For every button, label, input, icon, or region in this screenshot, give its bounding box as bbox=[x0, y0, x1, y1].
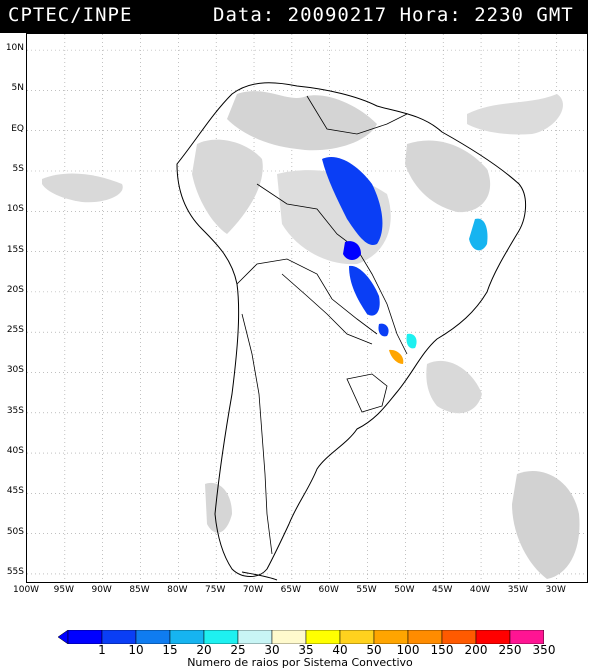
datetime-label: Data: 20090217 Hora: 2230 GMT bbox=[213, 4, 574, 26]
colorbar-swatch bbox=[271, 630, 307, 644]
lon-label: 30W bbox=[545, 585, 566, 595]
lat-label: 35S bbox=[6, 405, 24, 416]
lat-label: 5N bbox=[11, 83, 24, 94]
colorbar-label: 350 bbox=[532, 643, 556, 657]
lon-label: 100W bbox=[13, 585, 40, 595]
lat-label: 20S bbox=[6, 284, 24, 295]
colorbar-label: 20 bbox=[196, 643, 212, 657]
lon-label: 85W bbox=[129, 585, 150, 595]
colorbar-swatch bbox=[475, 630, 511, 644]
map-canvas bbox=[27, 34, 587, 582]
lat-label: 10S bbox=[6, 204, 24, 215]
border-argentina-chile bbox=[241, 313, 273, 555]
colorbar-arrow-left bbox=[58, 630, 69, 644]
cloud-northeast bbox=[405, 140, 491, 213]
cloud-andes-south bbox=[205, 482, 232, 533]
lon-label: 95W bbox=[53, 585, 74, 595]
south-america-outline bbox=[176, 82, 526, 577]
lat-label: 10N bbox=[5, 43, 24, 54]
tierra-del-fuego bbox=[241, 571, 278, 581]
title-bar: CPTEC/INPE Data: 20090217 Hora: 2230 GMT bbox=[0, 0, 588, 33]
colorbar-swatch bbox=[101, 630, 137, 644]
convective-system bbox=[322, 156, 383, 245]
lat-label: 50S bbox=[6, 526, 24, 537]
lon-label: 65W bbox=[280, 585, 302, 595]
cloud-cover bbox=[42, 91, 580, 579]
colorbar-swatch bbox=[339, 630, 375, 644]
colorbar-label: 150 bbox=[430, 643, 454, 657]
colorbar-swatch bbox=[407, 630, 443, 644]
cloud-amazon bbox=[227, 91, 377, 151]
lon-label: 45W bbox=[432, 585, 453, 595]
lon-label: 80W bbox=[167, 585, 188, 595]
border-guianas bbox=[306, 95, 408, 135]
convective-systems bbox=[322, 156, 488, 364]
colorbar-label: 40 bbox=[332, 643, 348, 657]
convective-system bbox=[406, 333, 417, 349]
convective-system bbox=[349, 265, 380, 316]
colorbar-label: 250 bbox=[498, 643, 522, 657]
lat-label: 55S bbox=[6, 566, 24, 577]
lat-label: 15S bbox=[6, 244, 24, 255]
lat-label: 5S bbox=[12, 164, 24, 174]
colorbar-swatch bbox=[237, 630, 273, 644]
lat-label: EQ bbox=[11, 123, 24, 134]
colorbar bbox=[58, 630, 544, 644]
colorbar-caption: Numero de raios por Sistema Convectivo bbox=[187, 656, 413, 669]
convective-system bbox=[469, 218, 488, 251]
cloud-sw-atlantic bbox=[512, 470, 580, 579]
colorbar-swatch bbox=[135, 630, 171, 644]
org-label: CPTEC/INPE bbox=[8, 4, 133, 26]
colorbar-label: 25 bbox=[230, 643, 246, 657]
cloud-atlantic-n bbox=[467, 94, 563, 135]
cloud-amazon-west bbox=[192, 139, 263, 234]
lat-label: 45S bbox=[6, 486, 24, 497]
lon-label: 75W bbox=[205, 585, 226, 595]
border-andes bbox=[236, 258, 378, 335]
colorbar-label: 1 bbox=[98, 643, 106, 657]
land-outlines bbox=[176, 82, 526, 581]
convective-system bbox=[389, 349, 404, 364]
cloud-south-east bbox=[426, 360, 482, 414]
lat-label: 30S bbox=[6, 365, 24, 376]
cloud-pacific-n bbox=[42, 173, 123, 203]
convective-system bbox=[343, 241, 361, 260]
colorbar-swatch bbox=[509, 630, 544, 644]
colorbar-label: 30 bbox=[264, 643, 280, 657]
border-bolivia-paraguay bbox=[281, 273, 373, 345]
lon-label: 55W bbox=[356, 585, 377, 595]
lon-label: 40W bbox=[469, 585, 491, 595]
map-frame bbox=[26, 33, 588, 583]
lon-label: 50W bbox=[394, 585, 415, 595]
colorbar-swatch bbox=[373, 630, 409, 644]
lon-label: 90W bbox=[91, 585, 112, 595]
colorbar-swatch bbox=[67, 630, 103, 644]
colorbar-label: 15 bbox=[162, 643, 178, 657]
border-uruguay bbox=[346, 373, 388, 413]
lat-label: 40S bbox=[6, 446, 24, 457]
convective-system bbox=[378, 323, 389, 337]
colorbar-swatch bbox=[305, 630, 341, 644]
colorbar-label: 35 bbox=[298, 643, 314, 657]
colorbar-label: 100 bbox=[396, 643, 420, 657]
lat-label: 25S bbox=[6, 325, 24, 336]
lon-label: 70W bbox=[242, 585, 264, 595]
colorbar-swatch bbox=[203, 630, 239, 644]
lon-label: 35W bbox=[507, 585, 529, 595]
lon-label: 60W bbox=[318, 585, 339, 595]
colorbar-label: 200 bbox=[464, 643, 488, 657]
colorbar-swatch bbox=[169, 630, 205, 644]
colorbar-label: 50 bbox=[366, 643, 382, 657]
colorbar-label: 10 bbox=[128, 643, 144, 657]
colorbar-swatch bbox=[441, 630, 477, 644]
